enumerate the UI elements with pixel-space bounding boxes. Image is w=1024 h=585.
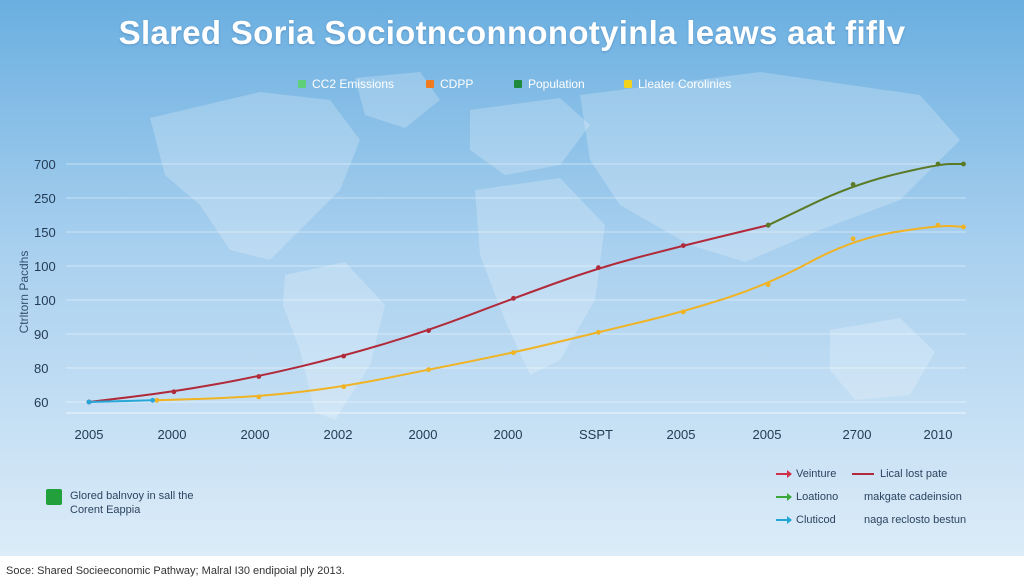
map-south-america (283, 262, 385, 420)
y-tick-label: 60 (34, 395, 49, 410)
series-line-2 (155, 224, 965, 402)
x-tick-label: 2002 (323, 427, 353, 442)
legend-swatch-population (514, 80, 522, 88)
bottom-legend-label: Lical lost pate (880, 468, 948, 480)
x-tick-label: 2005 (752, 427, 782, 442)
plot-area (66, 72, 966, 420)
data-point (765, 282, 771, 288)
data-point (596, 329, 601, 335)
data-point (596, 265, 601, 271)
bottom-legend-item-naga: naga reclosto bestun (864, 513, 966, 527)
x-tick-label: 2000 (408, 427, 438, 442)
map-africa (475, 178, 605, 375)
legend-label-cdpp: CDPP (440, 77, 474, 91)
data-point (341, 353, 347, 359)
legend-item-population: Population (514, 76, 585, 92)
grid (66, 163, 966, 414)
map-asia (580, 72, 960, 262)
data-point (680, 309, 686, 315)
y-tick-label: 90 (34, 327, 49, 342)
world-map-background (150, 72, 960, 420)
x-tick-label: 2000 (493, 427, 523, 442)
arrow-veinture-icon (776, 470, 792, 479)
chart-note-line2: Corent Eappia (70, 504, 141, 516)
legend-swatch-cdpp (426, 80, 434, 88)
map-australia (830, 318, 935, 400)
map-europe (470, 98, 590, 175)
map-north-america (150, 92, 360, 260)
y-tick-label: 700 (34, 157, 56, 172)
data-point (961, 224, 966, 230)
data-point (850, 182, 856, 187)
y-tick-label: 150 (34, 225, 56, 240)
legend-label-population: Population (528, 77, 585, 91)
data-point (961, 161, 966, 167)
bottom-legend-label: makgate cadeinsion (864, 491, 962, 503)
data-point (341, 384, 347, 390)
data-point (426, 328, 431, 333)
note-badge (46, 489, 62, 505)
bottom-legend-item-veinture: Veinture (776, 467, 836, 481)
data-point (511, 350, 516, 356)
data-point (171, 389, 177, 395)
x-tick-label: 2000 (157, 427, 187, 442)
data-point (765, 222, 771, 228)
bottom-legend-item-lical: Lical lost pate (852, 467, 947, 481)
x-tick-label: 2000 (240, 427, 270, 442)
data-point (850, 236, 856, 242)
bottom-legend-label: Cluticod (796, 514, 836, 526)
data-point (935, 161, 941, 167)
chart-note: Glored balnvoy in sall the Corent Eappia (70, 489, 194, 517)
chart-title: Slared Soria Sociotnconnonotyinla leaws … (118, 14, 906, 51)
data-point (680, 243, 686, 249)
bottom-legend-label: Loationo (796, 491, 839, 503)
data-point (426, 367, 431, 373)
y-tick-label: 250 (34, 191, 56, 206)
legend-item-emissions: CC2 Emissions (298, 76, 394, 92)
data-point (935, 222, 941, 228)
legend-label-corolinies: Lleater Corolinies (638, 77, 732, 91)
data-point (511, 295, 516, 301)
y-tick-label: 100 (34, 293, 56, 308)
arrow-loationo-icon (776, 493, 792, 502)
chart-note-line1: Glored balnvoy in sall the (70, 490, 194, 502)
data-point (256, 394, 262, 400)
data-point (150, 397, 156, 403)
chart-canvas: Slared Soria Sociotnconnonotyinla leaws … (0, 0, 1024, 556)
data-point (256, 374, 262, 379)
x-tick-label: SSPT (579, 427, 613, 442)
data-point (154, 397, 160, 403)
map-greenland (355, 72, 440, 128)
bottom-legend-item-loationo: Loationo (776, 490, 838, 504)
x-tick-label: 2700 (842, 427, 872, 442)
series-line-1 (767, 163, 965, 227)
y-tick-label: 100 (34, 259, 56, 274)
series-line-0 (88, 224, 770, 403)
source-note: Soce: Shared Socieeconomic Pathway; Malr… (6, 565, 345, 577)
arrow-cluticod-icon (776, 516, 792, 525)
y-axis-label: Ctrltorn Pacdhs (17, 250, 31, 334)
x-tick-label: 2005 (666, 427, 696, 442)
x-tick-label: 2005 (74, 427, 104, 442)
bottom-legend-item-cluticod: Cluticod (776, 513, 836, 527)
bottom-legend-item-makgate: makgate cadeinsion (864, 490, 962, 504)
legend-item-corolinies: Lleater Corolinies (624, 76, 731, 92)
legend-item-cdpp: CDPP (426, 76, 473, 92)
legend-label-emissions: CC2 Emissions (312, 77, 395, 91)
legend-swatch-corolinies (624, 80, 632, 88)
bottom-legend-label: naga reclosto bestun (864, 514, 967, 526)
bottom-legend-label: Veinture (796, 468, 837, 480)
x-tick-label: 2010 (923, 427, 953, 442)
line-lical-icon (852, 473, 874, 476)
y-tick-label: 80 (34, 361, 49, 376)
series-markers (86, 161, 966, 405)
legend-swatch-emissions (298, 80, 306, 88)
data-point (86, 399, 92, 405)
